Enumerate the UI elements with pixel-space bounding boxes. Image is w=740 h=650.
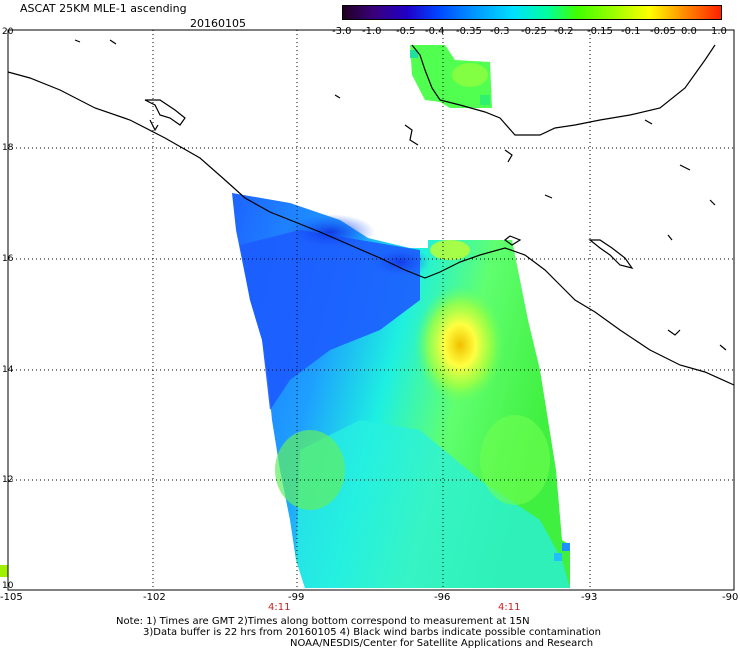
map-date: 20160105 [190,17,246,30]
map-title: ASCAT 25KM MLE-1 ascending [20,2,187,15]
lat-label: 18 [2,143,14,153]
lon-label: -105 [0,592,23,603]
colorbar-tick: -3.0 [332,26,352,37]
colorbar-tick: -0.5 [396,26,416,37]
wind-swath-north [410,45,492,108]
colorbar-tick: -0.1 [621,26,641,37]
footnote-line-1: Note: 1) Times are GMT 2)Times along bot… [116,616,530,627]
lon-label: -93 [581,592,598,603]
footnote-line-2: 3)Data buffer is 22 hrs from 20160105 4)… [143,627,601,638]
lat-label: 10 [2,581,14,591]
lat-label: 20 [2,27,14,37]
lon-label: -90 [722,592,739,603]
colorbar-tick: -0.35 [456,26,482,37]
lat-label: 16 [2,254,14,264]
colorbar-tick: -0.3 [490,26,510,37]
time-label: 4:11 [268,602,291,613]
grid-lines [8,30,734,590]
lon-label: -99 [288,592,305,603]
footnote-line-3: NOAA/NESDIS/Center for Satellite Applica… [290,638,594,649]
colorbar [342,5,722,20]
wind-region-mid [296,420,570,588]
lat-label: 14 [2,365,14,375]
colorbar-tick: -0.25 [521,26,547,37]
map-frame [7,29,735,591]
time-label: 4:11 [498,602,521,613]
colorbar-tick: -1.0 [362,26,382,37]
colorbar-tick: -0.4 [425,26,445,37]
colorbar-tick: 0.0 [681,26,697,37]
colorbar-tick: -0.05 [650,26,676,37]
wind-region-low [240,230,420,410]
colorbar-tick: 1.0 [711,26,727,37]
lon-label: -96 [434,592,451,603]
lon-label: -102 [143,592,166,603]
colorbar-ticks: -3.0 -1.0 -0.5 -0.4 -0.35 -0.3 -0.25 -0.… [0,26,740,40]
colorbar-tick: -0.2 [554,26,574,37]
coastline [7,39,735,386]
lat-label: 12 [2,475,14,485]
colorbar-tick: -0.15 [587,26,613,37]
